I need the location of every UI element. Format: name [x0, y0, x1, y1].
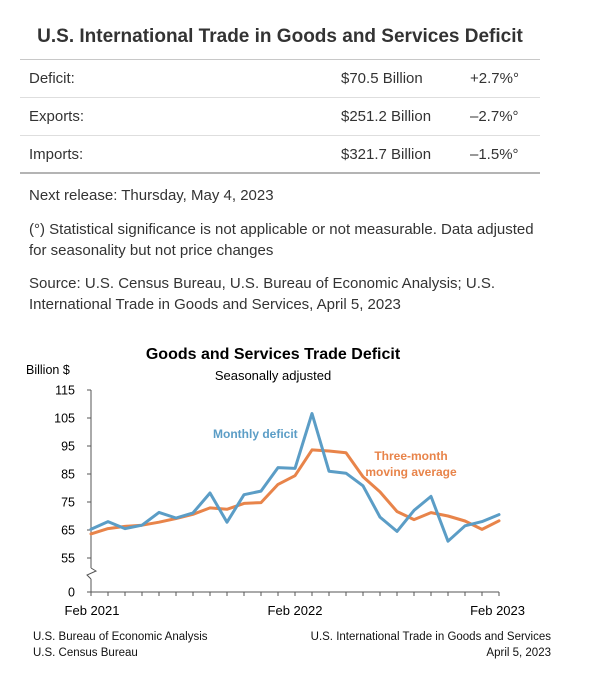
y-tick-label: 115 — [55, 384, 75, 398]
x-tick-label: Feb 2023 — [470, 603, 525, 618]
table-row-imports: Imports: $321.7 Billion –1.5%° — [20, 136, 540, 174]
source-text: Source: U.S. Census Bureau, U.S. Bureau … — [29, 275, 496, 313]
source-left-line: U.S. Bureau of Economic Analysis — [33, 631, 208, 643]
source-left-line: U.S. Census Bureau — [33, 647, 138, 659]
moving-average-label: moving average — [365, 465, 457, 479]
table-row-exports: Exports: $251.2 Billion –2.7%° — [20, 98, 540, 136]
source-right-line: April 5, 2023 — [486, 647, 551, 659]
row-label: Exports: — [29, 108, 85, 125]
y-tick-label: 85 — [61, 468, 75, 482]
y-tick-label: 105 — [54, 412, 75, 426]
row-divider — [20, 97, 540, 98]
table-top-rule — [20, 59, 540, 60]
y-tick-label: 55 — [61, 552, 75, 566]
source-right-line: U.S. International Trade in Goods and Se… — [310, 631, 551, 643]
row-label: Deficit: — [29, 70, 75, 87]
row-divider — [20, 172, 540, 174]
moving-average-line — [89, 448, 501, 536]
moving-average-label: Three-month — [374, 449, 447, 463]
chart-title: Goods and Services Trade Deficit — [146, 346, 401, 363]
row-change: –2.7%° — [470, 108, 519, 125]
trade-deficit-chart: Goods and Services Trade Deficit Seasonal… — [26, 346, 525, 618]
summary-title: U.S. International Trade in Goods and Se… — [37, 26, 523, 47]
row-value: $251.2 Billion — [341, 108, 432, 125]
y-tick-label: 0 — [68, 586, 75, 600]
x-tick-label: Feb 2021 — [65, 603, 120, 618]
row-change: +2.7%° — [470, 70, 519, 87]
chart-subtitle: Seasonally adjusted — [215, 368, 331, 383]
row-divider — [20, 135, 540, 136]
row-change: –1.5%° — [470, 146, 519, 163]
monthly-deficit-label: Monthly deficit — [213, 427, 298, 441]
y-tick-label: 65 — [61, 524, 75, 538]
y-axis-break — [86, 567, 98, 580]
y-tick-label: 75 — [61, 496, 75, 510]
y-tick-label: 95 — [61, 440, 75, 454]
next-release-text: Next release: Thursday, May 4, 2023 — [29, 187, 274, 204]
table-row-deficit: Deficit: $70.5 Billion +2.7%° — [20, 60, 540, 98]
y-axis-label: Billion $ — [26, 363, 70, 377]
footnote-text: (°) Statistical significance is not appl… — [29, 221, 534, 259]
row-value: $70.5 Billion — [341, 70, 423, 87]
monthly-deficit-line — [89, 412, 501, 543]
x-tick-label: Feb 2022 — [268, 603, 323, 618]
row-value: $321.7 Billion — [341, 146, 432, 163]
chart-source-left: U.S. Bureau of Economic Analysis U.S. Ce… — [33, 629, 208, 661]
row-label: Imports: — [29, 146, 84, 163]
chart-source-right: U.S. International Trade in Goods and Se… — [311, 629, 551, 661]
